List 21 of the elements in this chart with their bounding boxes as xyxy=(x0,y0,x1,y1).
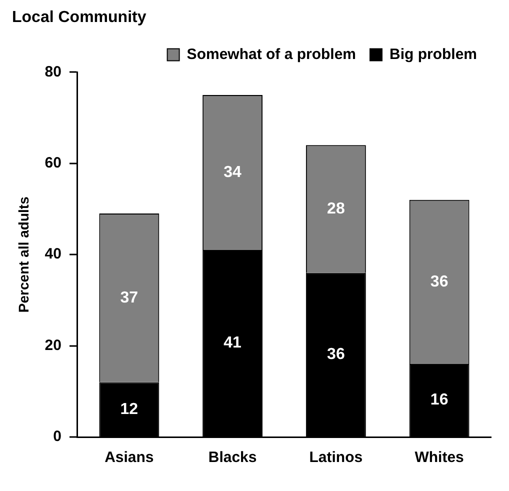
data-label: 37 xyxy=(120,289,138,306)
x-tick-label: Latinos xyxy=(309,449,363,466)
chart-title: Local Community xyxy=(12,9,146,26)
x-tick-label: Whites xyxy=(414,449,464,466)
legend-label: Big problem xyxy=(390,46,478,63)
legend-label: Somewhat of a problem xyxy=(186,46,356,63)
data-label: 16 xyxy=(430,392,448,409)
y-tick-label: 40 xyxy=(44,246,62,263)
y-tick-label: 0 xyxy=(53,428,62,446)
data-label: 34 xyxy=(224,164,242,181)
y-tick-label: 20 xyxy=(44,336,62,354)
x-tick-label: Blacks xyxy=(208,449,257,466)
y-tick-label: 80 xyxy=(44,63,62,80)
data-label: 41 xyxy=(224,334,242,352)
data-label: 12 xyxy=(120,400,138,418)
y-axis-title: Percent all adults xyxy=(15,196,32,313)
data-label: 36 xyxy=(327,346,345,364)
x-tick-label: Asians xyxy=(104,449,154,466)
y-tick-label: 60 xyxy=(44,154,62,172)
data-label: 28 xyxy=(327,200,345,218)
data-label: 36 xyxy=(430,273,448,290)
